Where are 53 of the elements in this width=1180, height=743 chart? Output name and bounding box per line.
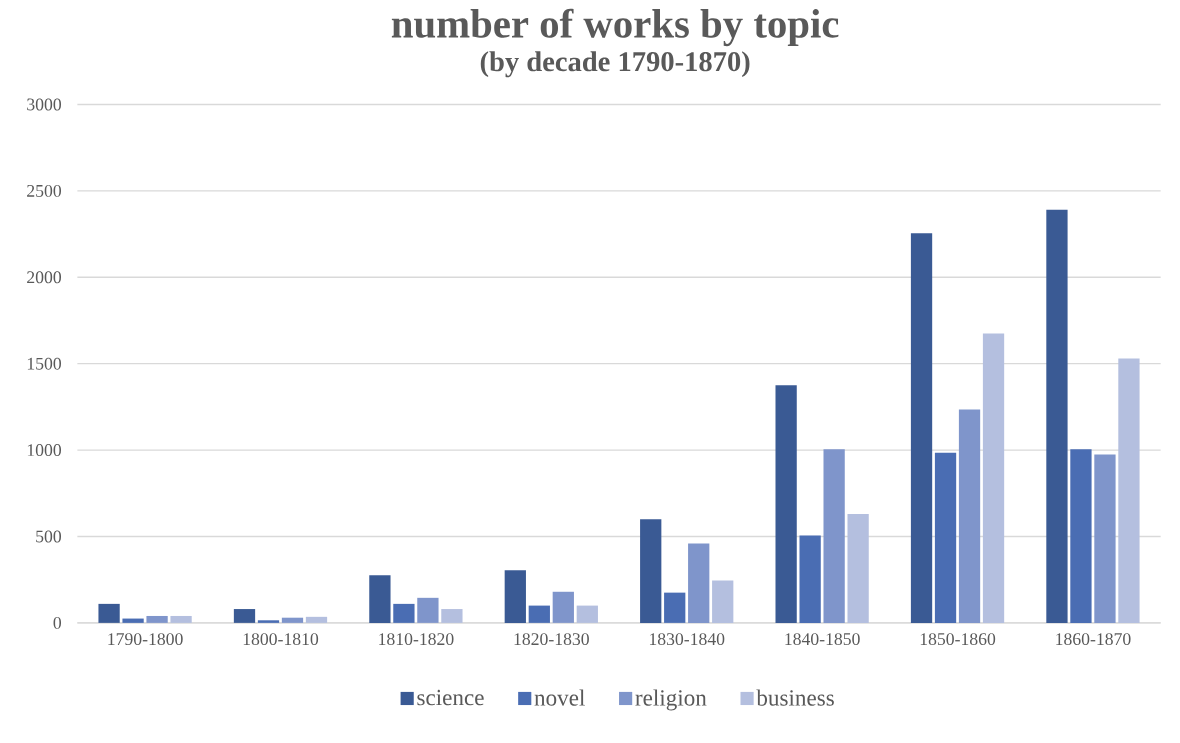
bar — [1046, 209, 1068, 623]
y-tick-label: 2500 — [27, 184, 62, 197]
bar — [799, 535, 821, 623]
y-tick-label: 1000 — [27, 444, 62, 457]
bar — [847, 514, 869, 623]
legend-label: novel — [534, 689, 585, 706]
y-tick-label: 1500 — [27, 357, 62, 370]
bar — [576, 605, 598, 623]
y-tick-label: 2000 — [27, 271, 62, 284]
bar — [504, 570, 526, 623]
bar — [982, 333, 1005, 623]
x-tick-label: 1820-1830 — [514, 633, 589, 646]
bar — [1070, 449, 1092, 623]
bar — [146, 616, 168, 623]
bar — [122, 618, 144, 623]
x-tick-label: 1800-1810 — [243, 633, 319, 646]
bar — [170, 616, 192, 623]
chart-title: number of works by topic — [391, 8, 839, 47]
legend-label: business — [756, 689, 834, 706]
bar — [98, 603, 120, 623]
bar — [775, 385, 797, 623]
bar — [640, 519, 662, 623]
bar — [233, 609, 256, 623]
bar — [1094, 454, 1116, 623]
bar — [369, 575, 391, 623]
bar — [305, 616, 328, 623]
y-tick-label: 3000 — [27, 98, 62, 111]
bar — [1118, 358, 1140, 623]
bar — [910, 233, 933, 623]
bar — [528, 605, 550, 623]
legend-label: science — [417, 689, 484, 706]
x-tick-label: 1790-1800 — [108, 633, 183, 646]
bar — [664, 592, 686, 623]
legend-label: religion — [635, 689, 707, 711]
y-tick-label: 0 — [53, 617, 62, 629]
bar — [393, 603, 415, 623]
x-tick-label: 1830-1840 — [649, 633, 725, 646]
bar — [552, 591, 574, 623]
bar — [688, 543, 710, 623]
bar — [417, 597, 439, 623]
bar — [712, 580, 734, 623]
x-tick-label: 1860-1870 — [1056, 633, 1131, 646]
x-tick-label: 1810-1820 — [379, 633, 454, 646]
bar — [441, 609, 463, 623]
x-tick-label: 1840-1850 — [785, 633, 860, 646]
bar — [823, 449, 845, 623]
y-tick-label: 500 — [36, 530, 62, 543]
bar — [934, 452, 957, 623]
chart-subtitle: (by decade 1790-1870) — [480, 51, 750, 78]
bar — [257, 620, 280, 623]
x-tick-label: 1850-1860 — [920, 633, 996, 646]
bar — [958, 409, 981, 623]
bar — [281, 617, 304, 623]
